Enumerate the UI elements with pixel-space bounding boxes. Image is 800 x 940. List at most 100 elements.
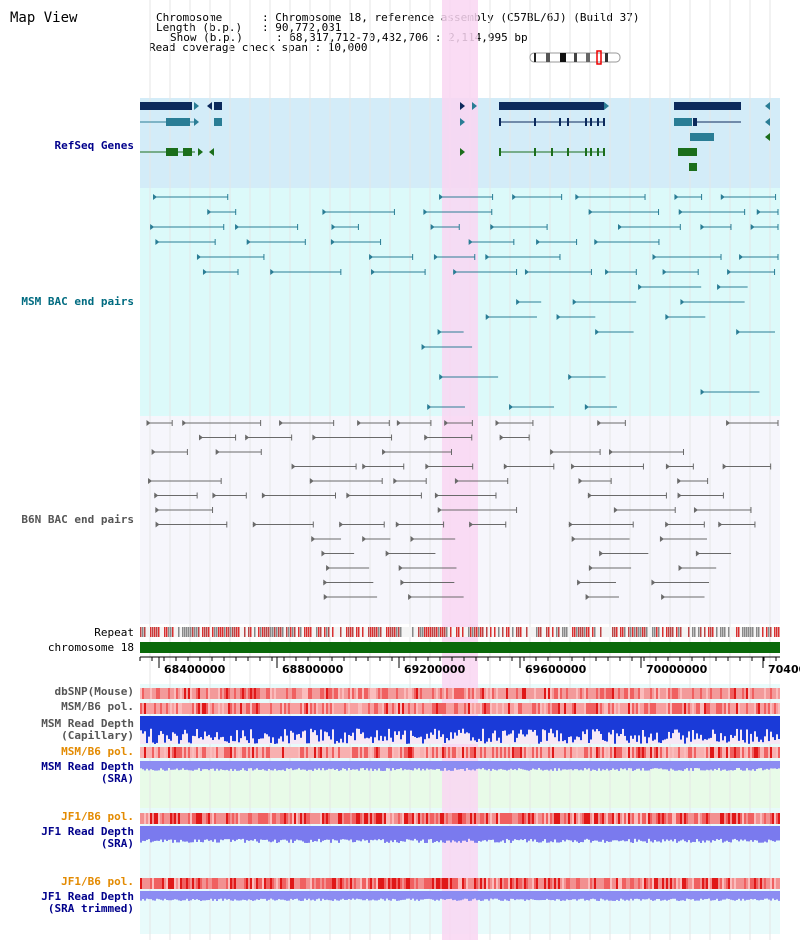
- msm-sra-depth-bar: [778, 761, 780, 769]
- msm-b6-pol-strip-2-cell: [660, 747, 662, 758]
- msm-capillary-depth-bar: [286, 716, 288, 736]
- msm-sra-depth-bar: [158, 761, 160, 771]
- track-label-chromosome[interactable]: chromosome 18: [47, 641, 134, 654]
- msm-capillary-depth-bar: [760, 716, 762, 740]
- jf1-sra-depth-bar: [346, 826, 348, 840]
- msm-b6-pol-strip-1: [140, 703, 780, 714]
- jf1-trimmed-depth-bar: [396, 891, 398, 901]
- track-label-repeat[interactable]: Repeat: [94, 626, 134, 639]
- dbsnp-strip-cell: [252, 688, 254, 699]
- track-label-jf1-b6-pol-2[interactable]: JF1/B6 pol.: [61, 875, 134, 888]
- msm-capillary-depth-bar: [186, 716, 188, 734]
- gene-arrow: [209, 148, 214, 156]
- repeat-element: [744, 627, 746, 637]
- jf1-trimmed-depth-bar: [246, 891, 248, 901]
- msm-bac-end: [246, 239, 251, 245]
- msm-sra-depth-bar: [544, 761, 546, 770]
- dbsnp-strip-cell: [304, 688, 306, 699]
- repeat-element: [258, 627, 260, 637]
- jf1-sra-depth-bar: [224, 826, 226, 840]
- track-label-msm-bac[interactable]: MSM BAC end pairs: [21, 295, 134, 308]
- jf1-trimmed-depth-bar: [468, 891, 470, 901]
- msm-capillary-depth-bar: [174, 716, 176, 734]
- msm-capillary-depth-bar: [666, 716, 668, 739]
- repeat-element: [506, 627, 508, 637]
- jf1-trimmed-depth-bar: [744, 891, 746, 901]
- msm-sra-depth-bar: [440, 761, 442, 771]
- msm-sra-depth-bar: [608, 761, 610, 771]
- track-label-jf1-read-depth-sra[interactable]: JF1 Read Depth (SRA): [41, 825, 134, 850]
- msm-b6-pol-strip-1-cell: [386, 703, 388, 714]
- msm-b6-pol-strip-2-cell: [338, 747, 340, 758]
- jf1-b6-pol-strip-2-cell: [506, 878, 508, 889]
- msm-capillary-depth-bar: [524, 716, 526, 737]
- jf1-sra-depth-bar: [710, 826, 712, 843]
- exon: [603, 118, 605, 126]
- msm-b6-pol-strip-1-cell: [442, 703, 444, 714]
- jf1-sra-depth-bar: [438, 826, 440, 843]
- track-label-b6n-bac[interactable]: B6N BAC end pairs: [21, 513, 134, 526]
- jf1-b6-pol-strip-1-cell: [772, 813, 774, 824]
- msm-capillary-depth-bar: [550, 716, 552, 729]
- msm-b6-pol-strip-2-cell: [154, 747, 156, 758]
- msm-capillary-depth-bar: [224, 716, 226, 742]
- jf1-b6-pol-strip-2-cell: [616, 878, 618, 889]
- jf1-sra-depth-bar: [462, 826, 464, 841]
- track-label-dbsnp[interactable]: dbSNP(Mouse): [54, 685, 134, 698]
- jf1-b6-pol-strip-2-cell: [680, 878, 682, 889]
- track-label-msm-read-depth-capillary[interactable]: MSM Read Depth (Capillary): [41, 717, 134, 742]
- track-label-refseq[interactable]: RefSeq Genes: [54, 139, 134, 152]
- msm-b6-pol-strip-1-cell: [178, 703, 180, 714]
- track-label-msm-b6-pol-2[interactable]: MSM/B6 pol.: [61, 745, 134, 758]
- jf1-b6-pol-strip-1-cell: [742, 813, 744, 824]
- repeat-element: [316, 627, 318, 637]
- repeat-element: [396, 627, 398, 637]
- repeat-element: [170, 627, 172, 637]
- jf1-trimmed-depth-bar: [668, 891, 670, 900]
- track-label-msm-b6-pol-1[interactable]: MSM/B6 pol.: [61, 700, 134, 713]
- b6n-bac-end: [155, 507, 160, 513]
- track-label-jf1-b6-pol-1[interactable]: JF1/B6 pol.: [61, 810, 134, 823]
- msm-bac-end: [572, 299, 577, 305]
- jf1-b6-pol-strip-2-cell: [362, 878, 364, 889]
- jf1-trimmed-depth-bar: [184, 891, 186, 901]
- msm-sra-depth-bar: [610, 761, 612, 770]
- jf1-sra-depth-bar: [242, 826, 244, 839]
- dbsnp-strip-cell: [460, 688, 462, 699]
- msm-bac-end: [427, 404, 432, 410]
- msm-b6-pol-strip-2-cell: [616, 747, 618, 758]
- dbsnp-strip-cell: [486, 688, 488, 699]
- msm-sra-depth-bar: [636, 761, 638, 769]
- msm-sra-depth-bar: [712, 761, 714, 771]
- jf1-b6-pol-strip-1-cell: [470, 813, 472, 824]
- track-label-jf1-read-depth-trimmed[interactable]: JF1 Read Depth (SRA trimmed): [41, 890, 134, 915]
- jf1-sra-depth-bar: [148, 826, 150, 840]
- msm-capillary-depth-bar: [150, 716, 152, 729]
- jf1-trimmed-depth-bar: [614, 891, 616, 901]
- jf1-b6-pol-strip-1-cell: [228, 813, 230, 824]
- gene-arrow: [460, 102, 465, 110]
- msm-bac-end: [638, 284, 643, 290]
- msm-sra-depth-bar: [662, 761, 664, 770]
- msm-b6-pol-strip-2-cell: [472, 747, 474, 758]
- jf1-b6-pol-strip-2-cell: [770, 878, 772, 889]
- jf1-sra-depth-bar: [194, 826, 196, 840]
- jf1-sra-depth-bar: [494, 826, 496, 843]
- jf1-b6-pol-strip-2-cell: [464, 878, 466, 889]
- dbsnp-strip-cell: [732, 688, 734, 699]
- jf1-sra-depth-bar: [348, 826, 350, 841]
- dbsnp-strip-cell: [176, 688, 178, 699]
- msm-sra-depth-bar: [408, 761, 410, 770]
- jf1-trimmed-depth-bar: [618, 891, 620, 901]
- jf1-sra-depth-bar: [572, 826, 574, 843]
- jf1-b6-pol-strip-1-cell: [706, 813, 708, 824]
- msm-sra-depth-bar: [468, 761, 470, 770]
- track-label-msm-read-depth-sra[interactable]: MSM Read Depth (SRA): [41, 760, 134, 785]
- jf1-trimmed-depth-bar: [304, 891, 306, 899]
- jf1-trimmed-depth-bar: [648, 891, 650, 899]
- msm-bac-end: [739, 254, 744, 260]
- msm-sra-depth-bar: [664, 761, 666, 770]
- msm-b6-pol-strip-1-cell: [316, 703, 318, 714]
- jf1-b6-pol-strip-1-cell: [508, 813, 510, 824]
- msm-b6-pol-strip-1-cell: [204, 703, 206, 714]
